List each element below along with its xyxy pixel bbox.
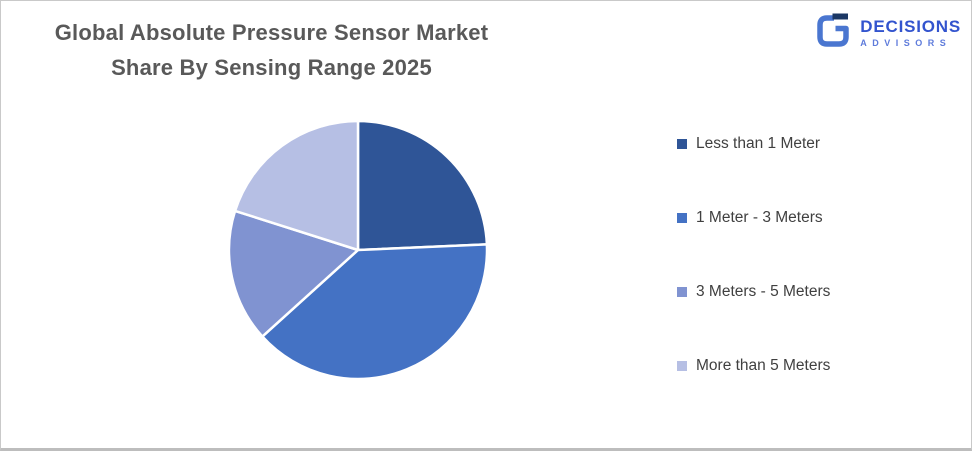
pie-chart [227,119,489,381]
pie-chart-area [227,119,489,381]
logo-wordmark: DECISIONS [860,17,961,36]
logo-tagline: ADVISORS [860,38,952,48]
chart-title: Global Absolute Pressure Sensor Market S… [19,15,524,85]
logo-text: DECISIONS ADVISORS [860,18,961,49]
logo-g-icon [814,12,852,55]
legend-swatch-icon [677,213,687,223]
pie-slice-3 [233,119,360,252]
pie-slice-2 [227,209,360,338]
legend-swatch-icon [677,287,687,297]
logo: DECISIONS ADVISORS [814,12,961,55]
chart-title-line2: Share By Sensing Range 2025 [111,55,432,80]
legend-swatch-icon [677,139,687,149]
legend-item-2: 3 Meters - 5 Meters [677,281,830,303]
chart-title-line1: Global Absolute Pressure Sensor Market [54,20,489,45]
legend-item-0: Less than 1 Meter [677,133,830,155]
legend: Less than 1 Meter 1 Meter - 3 Meters 3 Met… [677,133,830,377]
legend-label: 1 Meter - 3 Meters [696,209,823,226]
legend-swatch-icon [677,361,687,371]
legend-label: Less than 1 Meter [696,135,821,152]
legend-label: More than 5 Meters [696,357,831,374]
pie-slice-0 [356,119,489,252]
legend-item-3: More than 5 Meters [677,355,830,377]
pie-slice-1 [261,243,489,381]
legend-item-1: 1 Meter - 3 Meters [677,207,830,229]
legend-label: 3 Meters - 5 Meters [696,283,831,300]
